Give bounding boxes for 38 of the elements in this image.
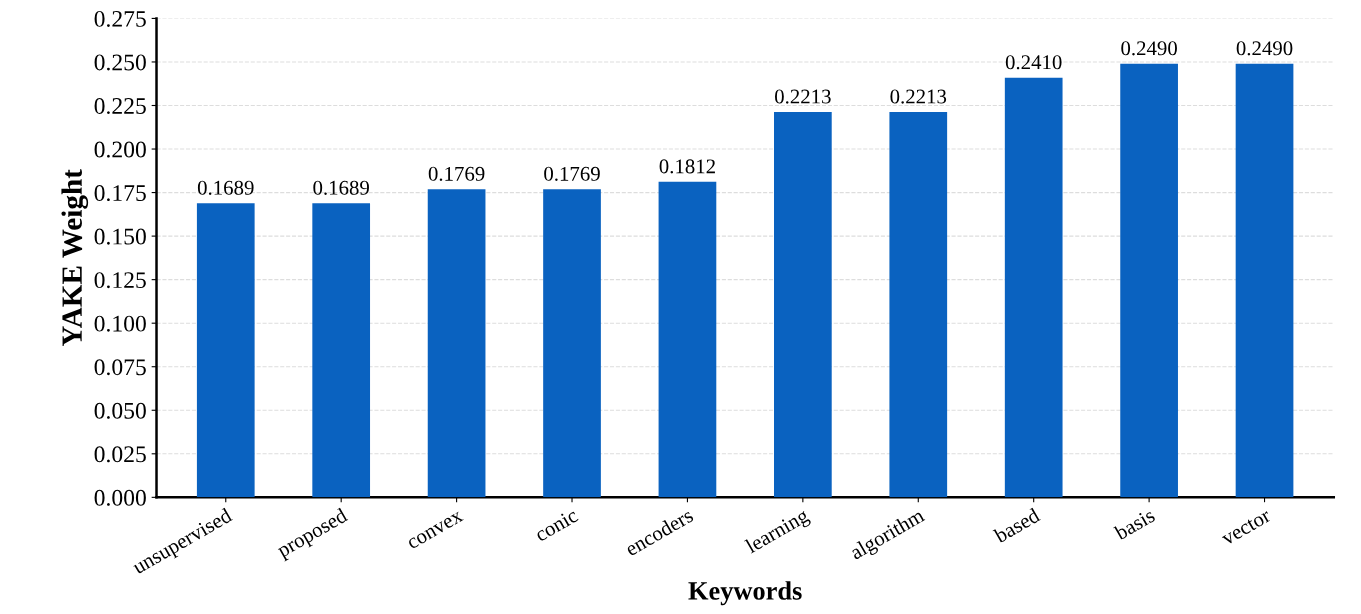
y-tick-label: 0.100 — [94, 315, 146, 332]
data-label: 0.1689 — [197, 180, 254, 195]
x-axis-title: Keywords — [688, 581, 802, 606]
y-tick-label: 0.175 — [94, 185, 146, 202]
x-tick-label: vector — [1220, 509, 1272, 546]
y-axis-title: YAKE Weight — [61, 169, 89, 347]
bar — [1235, 63, 1294, 498]
y-tick-label: 0.250 — [94, 54, 146, 71]
bar — [312, 203, 371, 498]
bar — [543, 189, 601, 498]
data-label: 0.2213 — [890, 89, 947, 104]
data-label: 0.1812 — [659, 159, 715, 174]
bar — [1120, 63, 1178, 498]
y-tick-label: 0.200 — [94, 141, 146, 158]
bar — [658, 181, 717, 498]
data-label: 0.1769 — [428, 166, 485, 181]
x-tick-label: based — [992, 507, 1041, 544]
data-label: 0.2490 — [1236, 41, 1293, 56]
bar — [427, 189, 486, 498]
bar — [889, 111, 948, 498]
y-tick-label: 0.125 — [94, 272, 146, 289]
y-tick-label: 0.225 — [94, 97, 146, 115]
x-tick-label: conic — [533, 507, 579, 542]
y-tick-label: 0.075 — [94, 359, 146, 376]
y-tick-label: 0.000 — [94, 489, 146, 506]
y-tick-label: 0.025 — [94, 446, 146, 463]
y-tick-label: 0.150 — [94, 228, 146, 245]
data-label: 0.2410 — [1005, 55, 1062, 70]
data-label: 0.2213 — [775, 89, 831, 104]
y-tick-label: 0.050 — [94, 402, 146, 419]
bar — [1004, 77, 1063, 498]
data-label: 0.2490 — [1121, 41, 1177, 56]
x-tick-label: basis — [1113, 507, 1156, 541]
y-tick-label: 0.275 — [94, 10, 146, 27]
data-label: 0.1689 — [313, 180, 369, 195]
bar — [774, 111, 832, 498]
bar — [196, 203, 255, 498]
data-label: 0.1769 — [544, 166, 600, 181]
